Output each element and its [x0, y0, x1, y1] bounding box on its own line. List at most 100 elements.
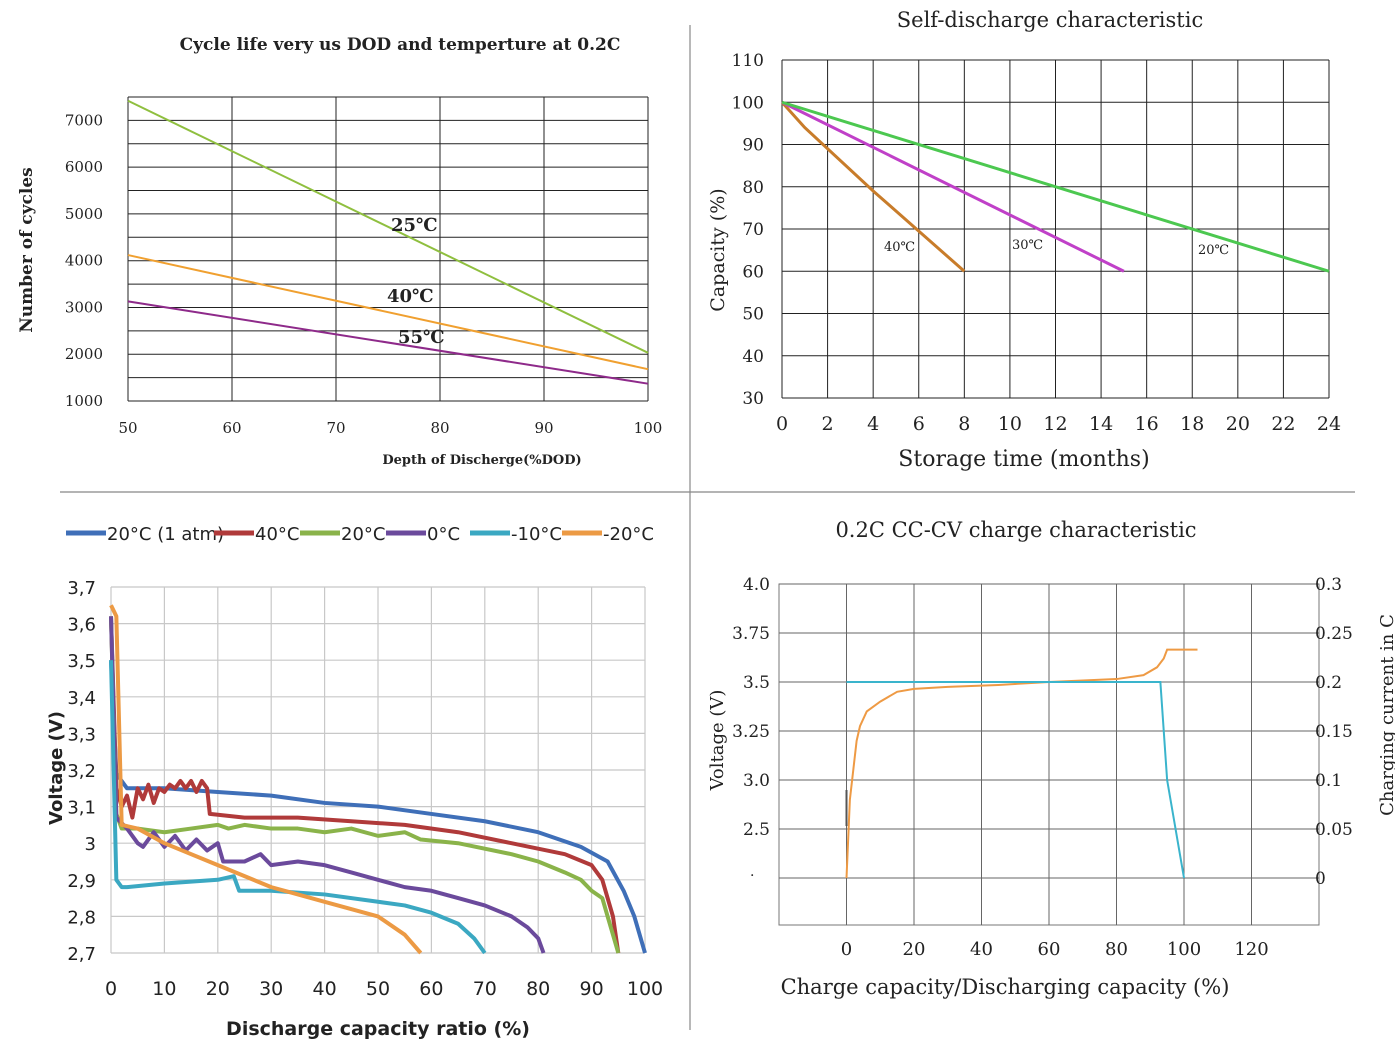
c2-y-tick-label: 70	[742, 220, 764, 240]
c4-y-tick-label: 2.5	[743, 820, 770, 840]
c3-series-line	[109, 616, 621, 954]
c1-grid	[127, 96, 649, 402]
c2-title: Self-discharge characteristic	[897, 8, 1203, 32]
c4-ticks: 0 20 40 60 80 100 120 4.0 3.75 3.5 3.25 3.0 2.5 0.3 0.…	[732, 575, 1353, 960]
c2-y-tick-label: 40	[742, 347, 764, 367]
c2-series	[780, 100, 1330, 273]
c3-legend: 20°C (1 atm) 40°C 20°C 0°C -10°C -20°C	[66, 524, 654, 545]
c4-series	[845, 648, 1198, 879]
c4-series-line	[846, 681, 1185, 879]
c3-legend-label: 20°C	[341, 524, 385, 545]
c2-y-tick-label: 90	[742, 136, 764, 156]
c2-x-tick-label: 20	[1226, 413, 1250, 435]
c3-grid	[110, 586, 646, 954]
c4-y2-tick-label: 0.15	[1315, 722, 1353, 742]
cc-cv-charge-chart: 0.2C CC-CV charge characteristic 0 20 40 60…	[707, 518, 1395, 999]
c3-series-line	[109, 660, 487, 955]
self-discharge-chart: Self-discharge characteristic 0 2 4 6 8 10 12 1…	[707, 8, 1341, 472]
c2-ylabel: Capacity (%)	[707, 188, 729, 311]
c2-x-tick-label: 12	[1043, 413, 1067, 435]
c4-x-tick-label: 20	[903, 939, 926, 960]
c4-y2-tick-label: 0.1	[1315, 771, 1342, 791]
c4-y-tick-label: 3.75	[732, 624, 770, 644]
c3-series	[109, 604, 647, 955]
c3-x-tick-label: 90	[580, 978, 604, 1000]
c2-x-tick-label: 10	[998, 413, 1022, 435]
c2-label-30: 30℃	[1012, 238, 1043, 253]
c3-y-tick-label: 3,6	[67, 615, 96, 636]
c4-y2-tick-label: 0.2	[1315, 673, 1342, 693]
c1-y-tick-label: 7000	[65, 111, 103, 129]
c3-x-tick-label: 60	[419, 978, 443, 1000]
cycle-life-chart: Cycle life very us DOD and temperture at…	[17, 35, 662, 468]
c2-y-tick-label: 80	[742, 178, 764, 198]
c2-x-tick-label: 4	[867, 413, 879, 435]
c2-series-line	[780, 101, 966, 273]
c4-x-tick-label: 100	[1167, 939, 1201, 960]
c1-series-line	[127, 254, 649, 371]
c1-y-tick-label: 5000	[65, 205, 103, 223]
c4-y-tick-label: 3.25	[732, 722, 770, 742]
c3-x-tick-label: 10	[152, 978, 176, 1000]
c1-series	[127, 99, 649, 385]
c2-x-tick-label: 18	[1180, 413, 1204, 435]
c4-dot: ·	[750, 868, 754, 884]
c2-series-line	[781, 100, 1330, 273]
c2-series-line	[781, 100, 1125, 273]
c3-y-tick-label: 3,1	[67, 798, 96, 819]
c4-x-tick-label: 40	[970, 939, 993, 960]
c3-legend-label: 40°C	[255, 524, 299, 545]
c3-y-tick-label: 3,4	[67, 688, 96, 709]
c3-x-tick-label: 70	[473, 978, 497, 1000]
c1-ylabel: Number of cycles	[17, 167, 37, 332]
c2-y-tick-label: 110	[732, 51, 764, 71]
c1-x-tick-label: 100	[634, 419, 663, 437]
c3-y-tick-label: 2,9	[67, 871, 96, 892]
c4-x-tick-label: 80	[1105, 939, 1128, 960]
c2-x-tick-label: 16	[1135, 413, 1159, 435]
c3-y-tick-label: 3,5	[67, 651, 96, 672]
c2-grid	[781, 59, 1330, 399]
c3-x-tick-label: 0	[105, 978, 117, 1000]
c1-x-tick-label: 50	[118, 419, 137, 437]
c1-title: Cycle life very us DOD and temperture at…	[180, 35, 621, 55]
c3-xlabel: Discharge capacity ratio (%)	[226, 1018, 530, 1040]
c4-x-tick-label: 60	[1038, 939, 1061, 960]
c1-series-line	[127, 99, 649, 354]
c1-x-tick-label: 60	[222, 419, 241, 437]
c1-y-tick-label: 3000	[65, 298, 103, 316]
c3-legend-label: -20°C	[603, 524, 654, 545]
c2-x-tick-label: 2	[822, 413, 834, 435]
c1-ticks: 50 60 70 80 90 100 1000 2000 3000 4000 5000 6000 700…	[65, 111, 663, 437]
c2-x-tick-label: 6	[913, 413, 925, 435]
c2-y-tick-label: 60	[742, 262, 764, 282]
c3-y-tick-label: 3,2	[67, 761, 96, 782]
c3-y-tick-label: 2,8	[67, 907, 96, 928]
c4-x-tick-label: 120	[1234, 939, 1268, 960]
c3-series-line	[109, 604, 423, 955]
c4-xlabel: Charge capacity/Discharging capacity (%)	[781, 975, 1230, 999]
c2-x-tick-label: 0	[776, 413, 788, 435]
c4-y2-tick-label: 0.05	[1315, 820, 1353, 840]
c3-series-line	[109, 616, 621, 954]
c4-y-tick-label: 3.0	[743, 771, 770, 791]
c3-y-tick-label: 3,3	[67, 724, 96, 745]
c3-x-tick-label: 100	[627, 978, 663, 1000]
c4-y-tick-label: 4.0	[743, 575, 770, 595]
c2-xlabel: Storage time (months)	[898, 447, 1149, 472]
c3-legend-label: 0°C	[427, 524, 460, 545]
c1-x-tick-label: 80	[430, 419, 449, 437]
c1-y-tick-label: 6000	[65, 158, 103, 176]
c4-x-tick-label: 0	[841, 939, 852, 960]
c4-grid	[778, 583, 1320, 926]
c4-y-tick-label: 3.5	[743, 673, 770, 693]
c3-x-tick-label: 80	[526, 978, 550, 1000]
c3-y-tick-label: 2,7	[67, 944, 96, 965]
c2-x-tick-label: 8	[958, 413, 970, 435]
c3-x-tick-label: 30	[259, 978, 283, 1000]
c2-x-tick-label: 24	[1317, 413, 1341, 435]
c4-series-line	[845, 648, 1198, 879]
c2-label-40: 40℃	[884, 240, 915, 255]
c1-label-25: 25℃	[391, 215, 438, 236]
